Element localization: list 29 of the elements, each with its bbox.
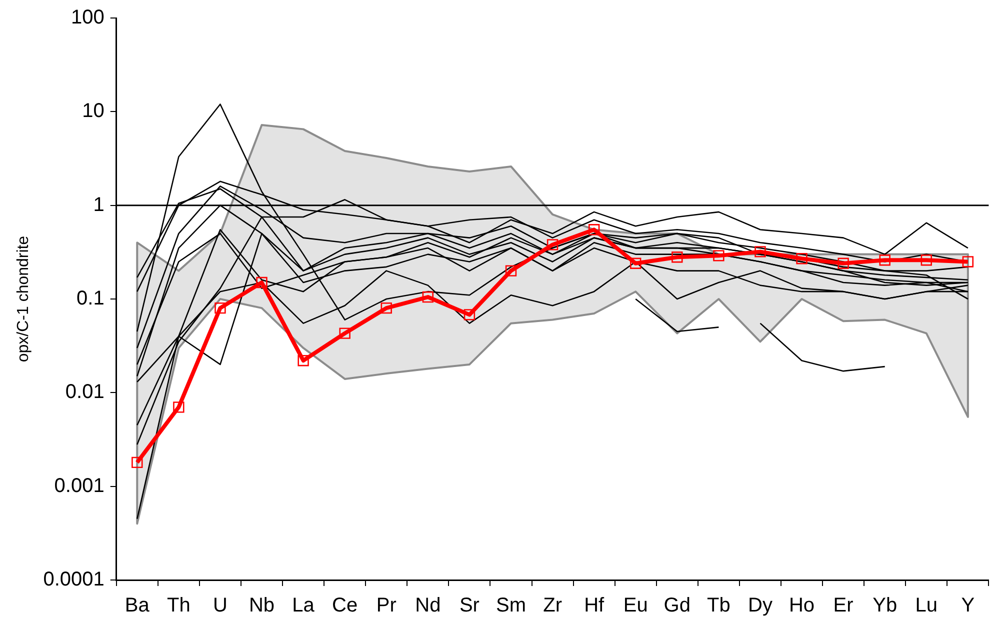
x-tick-label: U [212, 594, 228, 617]
x-tick-label: Pr [376, 594, 397, 617]
y-tick-label: 0.1 [76, 288, 104, 310]
x-tick-label: Gd [664, 594, 690, 617]
x-tick-label: Th [167, 594, 190, 617]
x-tick-label: Ba [124, 594, 150, 617]
y-axis-title: opx/C-1 chondrite [15, 236, 32, 362]
x-tick-label: Zr [543, 594, 562, 617]
x-tick-label: Sr [459, 594, 480, 617]
x-tick-label: Tb [707, 594, 730, 617]
y-tick-label: 0.001 [54, 474, 104, 497]
x-tick-label: Ce [332, 594, 358, 617]
y-tick-label: 10 [82, 100, 104, 122]
y-tick-label: 0.01 [65, 381, 104, 404]
x-tick-label: Y [961, 594, 975, 617]
x-tick-label: Ho [788, 594, 815, 617]
x-tick-label: Yb [872, 594, 898, 617]
x-tick-label: Dy [748, 594, 772, 617]
x-tick-label: Nd [415, 594, 441, 617]
x-tick-label: Sm [496, 594, 526, 617]
x-tick-label: Er [833, 594, 854, 617]
x-tick-label: Lu [915, 594, 938, 617]
x-tick-label: Nb [248, 594, 275, 617]
x-tick-label: La [292, 594, 316, 617]
x-tick-label: Eu [623, 594, 648, 617]
y-tick-label: 1 [93, 194, 104, 216]
x-tick-label: Hf [584, 594, 605, 617]
y-tick-label: 0.0001 [43, 568, 104, 591]
y-tick-label: 100 [70, 6, 104, 29]
